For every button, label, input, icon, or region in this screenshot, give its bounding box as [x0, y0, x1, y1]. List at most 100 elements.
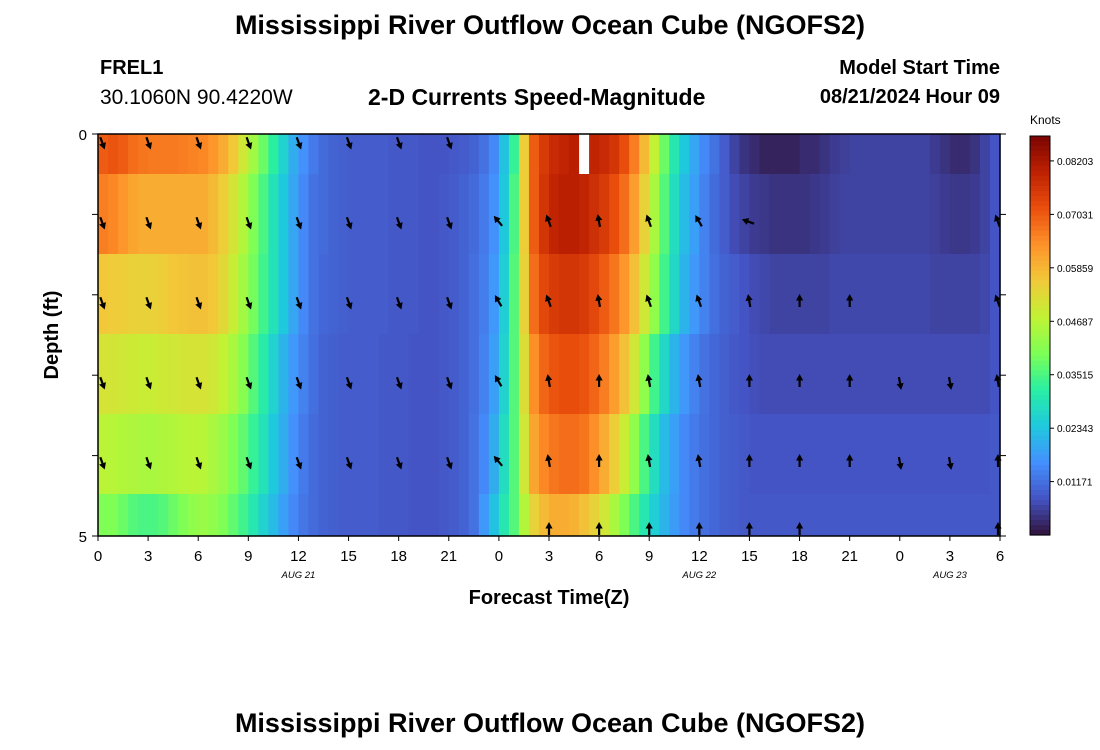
heatmap-cell — [248, 174, 259, 254]
heatmap-cell — [188, 334, 199, 414]
heatmap-cell — [889, 494, 901, 536]
heatmap-cell — [258, 254, 269, 334]
current-vector-arrow — [595, 522, 603, 535]
heatmap-cell — [679, 174, 690, 254]
heatmap-cell — [468, 334, 480, 414]
heatmap-cell — [178, 334, 189, 414]
heatmap-cell — [629, 254, 640, 334]
heatmap-cell — [619, 134, 630, 174]
heatmap-cell — [308, 134, 320, 174]
heatmap-cell — [128, 414, 139, 494]
heatmap-cell — [498, 334, 510, 414]
current-vector-arrow — [745, 522, 753, 535]
heatmap-cell — [869, 414, 881, 494]
heatmap-cell — [629, 494, 640, 536]
colorbar-segment — [1030, 340, 1050, 347]
current-vector-arrow — [494, 375, 503, 387]
heatmap-cell — [428, 254, 440, 334]
heatmap-cell — [358, 254, 370, 334]
date-label: AUG 23 — [932, 570, 968, 581]
heatmap-cell — [358, 414, 370, 494]
heatmap-cell — [719, 254, 730, 334]
heatmap-cell — [769, 334, 781, 414]
heatmap-cell — [418, 494, 430, 536]
colorbar-segment — [1030, 445, 1050, 451]
heatmap-cell — [629, 414, 640, 494]
heatmap-cell — [649, 174, 660, 254]
heatmap-cell — [779, 254, 791, 334]
heatmap-cell — [188, 494, 199, 536]
heatmap-cell — [739, 174, 751, 254]
current-vector-arrow — [145, 456, 152, 470]
heatmap-cell — [819, 414, 831, 494]
heatmap-cell — [719, 334, 730, 414]
heatmap-cell — [138, 174, 149, 254]
current-vector-arrow — [994, 214, 1001, 228]
colorbar-segment — [1030, 270, 1050, 277]
colorbar-segment — [1030, 465, 1050, 471]
heatmap-cell — [749, 494, 761, 536]
heatmap-cell — [889, 174, 901, 254]
heatmap-cell — [989, 174, 1001, 254]
heatmap-cell — [318, 254, 330, 334]
heatmap-cell — [108, 254, 119, 334]
current-vector-arrow — [645, 374, 653, 388]
heatmap-cell — [448, 174, 460, 254]
heatmap-cell — [989, 414, 1001, 494]
heatmap-cell — [589, 174, 600, 254]
heatmap-cell — [248, 414, 259, 494]
heatmap-cell — [208, 414, 219, 494]
current-vector-arrow — [695, 522, 703, 535]
current-vector-arrow — [695, 374, 703, 388]
heatmap-cell — [769, 414, 781, 494]
colorbar-segment — [1030, 415, 1050, 421]
heatmap-cell — [408, 414, 420, 494]
heatmap-cell — [268, 174, 279, 254]
x-tick-label: 15 — [340, 548, 357, 565]
heatmap-cell — [338, 174, 350, 254]
heatmap-cell — [729, 414, 741, 494]
heatmap-cell — [609, 254, 620, 334]
heatmap-cell — [348, 174, 360, 254]
heatmap-cell — [639, 494, 650, 536]
heatmap-cell — [298, 414, 310, 494]
current-vector-arrow — [195, 136, 203, 150]
heatmap-cell — [809, 334, 821, 414]
heatmap-cell — [659, 134, 670, 174]
heatmap-cell — [989, 494, 1001, 536]
heatmap-cell — [288, 334, 300, 414]
x-tick-label: 3 — [545, 548, 553, 565]
current-vector-arrow — [345, 456, 353, 470]
heatmap-cell — [308, 174, 320, 254]
heatmap-cell — [118, 414, 129, 494]
colorbar-segment — [1030, 520, 1050, 526]
heatmap-cell — [639, 414, 650, 494]
heatmap-cell — [238, 174, 249, 254]
heatmap-cell — [158, 494, 169, 536]
heatmap-cell — [969, 134, 981, 174]
colorbar-segment — [1030, 280, 1050, 287]
heatmap-cell — [559, 254, 570, 334]
heatmap-cell — [579, 174, 590, 254]
heatmap-cell — [879, 254, 891, 334]
current-vector-arrow — [295, 136, 303, 150]
colorbar-tick-label: 0.03515 — [1057, 371, 1094, 382]
heatmap-cell — [528, 334, 540, 414]
heatmap-cell — [148, 414, 159, 494]
heatmap-cell — [709, 414, 720, 494]
heatmap-cell — [789, 134, 801, 174]
current-vector-arrow — [295, 296, 303, 310]
heatmap-cell — [919, 174, 931, 254]
heatmap-cell — [569, 254, 580, 334]
colorbar-segment — [1030, 190, 1050, 197]
heatmap-cell — [118, 134, 129, 174]
heatmap-cell — [198, 414, 209, 494]
colorbar-tick-label: 0.08203 — [1057, 157, 1094, 168]
heatmap-cell — [919, 334, 931, 414]
heatmap-cell — [238, 254, 249, 334]
heatmap-cell — [98, 334, 109, 414]
heatmap-cell — [829, 134, 841, 174]
current-vector-arrow — [645, 454, 653, 468]
heatmap-cell — [478, 254, 490, 334]
heatmap-cell — [569, 414, 580, 494]
